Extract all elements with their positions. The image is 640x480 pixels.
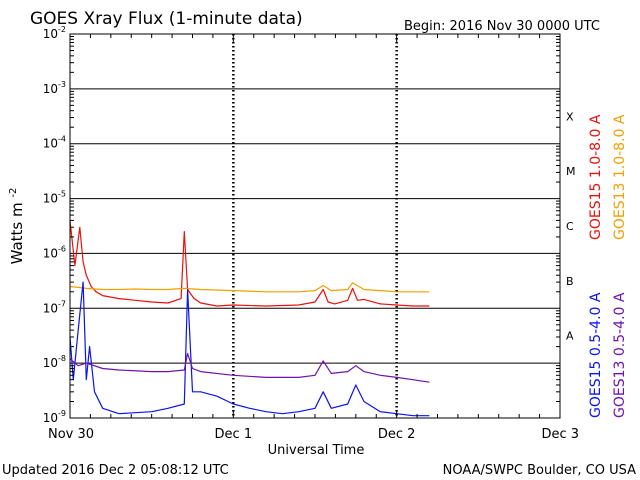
x-tick-label: Dec 1 [215,427,253,442]
y-tick-label: 10-5 [43,190,66,206]
y-tick-exponent: -8 [58,354,66,363]
x-tick-label: Dec 2 [378,427,416,442]
y-tick-base: 10 [43,356,58,370]
y-tick-base: 10 [43,192,58,206]
x-axis-label: Universal Time [268,443,365,458]
y-tick-label: 10-8 [43,354,66,370]
y-tick-exponent: -3 [58,80,66,89]
flare-class-label: A [566,330,574,343]
y-tick-exponent: -5 [58,190,66,199]
y-axis-label-text: Watts m [8,202,26,264]
x-tick-label: Nov 30 [48,427,94,442]
series-line-2 [69,282,430,293]
svg-text:Watts m -2: Watts m -2 [8,188,26,265]
y-tick-base: 10 [43,82,58,96]
y-tick-exponent: -4 [58,135,66,144]
y-tick-exponent: -6 [58,244,66,253]
begin-label: Begin: 2016 Nov 30 0000 UTC [404,19,600,34]
y-axis-label-exponent: -2 [8,188,19,198]
y-tick-base: 10 [43,27,58,41]
y-tick-exponent: -9 [58,409,66,418]
series-line-1 [69,220,430,307]
x-tick-label: Dec 3 [541,427,579,442]
chart-title: GOES Xray Flux (1-minute data) [30,9,303,29]
flare-class-label: C [566,220,574,233]
flare-class-label: X [566,110,574,123]
y-tick-label: 10-2 [43,25,66,41]
legend-entry-4: GOES13 0.5-4.0 A [612,292,628,418]
flare-class-label: M [566,165,576,178]
y-tick-exponent: -2 [58,25,66,34]
plot-frame [69,33,561,419]
y-tick-base: 10 [43,301,58,315]
series-line-3 [69,281,430,417]
y-tick-base: 10 [43,137,58,151]
y-tick-label: 10-7 [43,299,66,315]
series-line-4 [69,352,430,383]
legend-entry-1: GOES15 1.0-8.0 A [588,114,604,240]
y-tick-label: 10-6 [43,244,66,260]
y-tick-base: 10 [43,246,58,260]
y-tick-label: 10-9 [43,409,66,425]
legend-entry-2: GOES13 1.0-8.0 A [612,114,628,240]
y-tick-exponent: -7 [58,299,66,308]
flare-class-label: B [566,275,574,288]
y-axis-label: Watts m -2 [8,188,26,265]
y-tick-label: 10-3 [43,80,66,96]
y-tick-label: 10-4 [43,135,66,151]
source-credit: NOAA/SWPC Boulder, CO USA [443,463,636,478]
updated-timestamp: Updated 2016 Dec 2 05:08:12 UTC [2,463,229,478]
y-tick-base: 10 [43,411,58,425]
legend-entry-3: GOES15 0.5-4.0 A [588,292,604,418]
